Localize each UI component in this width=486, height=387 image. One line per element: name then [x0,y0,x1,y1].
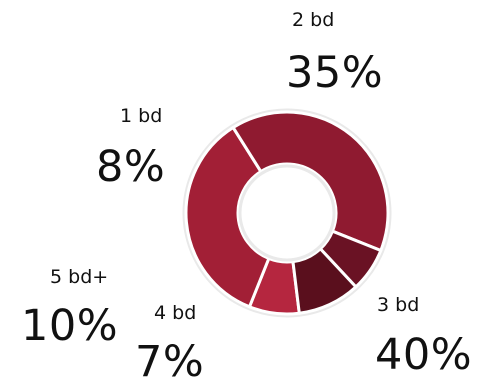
donut-slices [184,110,390,316]
slice-2bd [184,126,271,309]
slice-5bd [291,247,358,315]
category-label-5bd: 5 bd+ [50,266,109,288]
percent-label-4bd: 7% [135,337,205,387]
donut-inner-halo [238,164,336,262]
category-label-4bd: 4 bd [154,302,197,324]
percent-label-5bd: 10% [21,301,119,351]
slice-3bd [231,110,390,253]
category-label-2bd: 2 bd [292,9,335,31]
category-label-3bd: 3 bd [377,294,420,316]
donut-outer-halo [182,108,392,318]
percent-label-1bd: 8% [96,142,166,192]
category-label-1bd: 1 bd [120,105,163,127]
percent-label-3bd: 40% [375,330,473,380]
percent-label-2bd: 35% [286,48,384,98]
